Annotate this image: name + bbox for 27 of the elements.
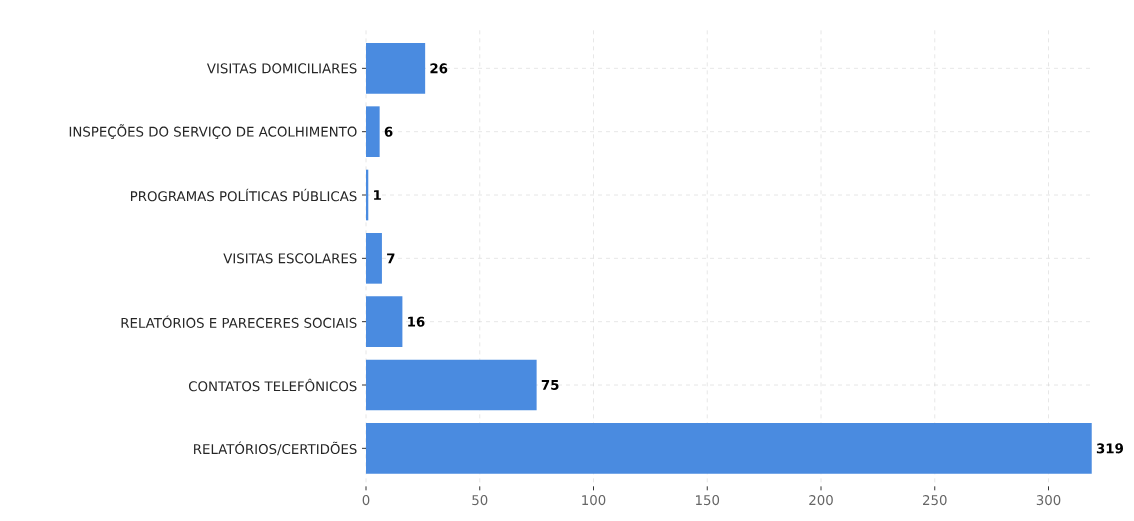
data-label: 16 <box>408 316 425 327</box>
y-tick-label: RELATÓRIOS/CERTIDÕES <box>194 441 357 456</box>
data-label: 75 <box>541 380 559 390</box>
x-tick-label: 200 <box>809 495 833 506</box>
data-label: 26 <box>430 63 448 74</box>
y-tick-label: VISITAS ESCOLARES <box>223 253 357 264</box>
data-label: 1 <box>374 190 381 200</box>
y-tick-label: INSPEÇÕES DO SERVIÇO DE ACOLHIMENTO <box>69 124 357 140</box>
data-label: 6 <box>384 126 393 137</box>
y-tick-label: RELATÓRIOS E PARECERES SOCIAIS <box>121 315 357 328</box>
bar <box>366 359 537 411</box>
y-tick-label: CONTATOS TELEFÔNICOS <box>188 378 357 392</box>
x-tick-label: 250 <box>923 495 947 506</box>
bar <box>366 296 403 347</box>
x-tick-label: 150 <box>695 495 720 506</box>
y-tick-label: PROGRAMAS POLÍTICAS PÚBLICAS <box>131 188 357 202</box>
bar <box>366 106 380 158</box>
bar <box>366 423 1092 474</box>
x-tick-label: 0 <box>362 495 370 506</box>
x-tick-label: 300 <box>1036 495 1061 506</box>
bar <box>366 233 382 284</box>
data-label: 319 <box>1096 443 1123 454</box>
bar <box>366 43 426 94</box>
x-tick-label: 50 <box>472 495 488 506</box>
data-label: 7 <box>387 253 395 264</box>
x-tick-label: 100 <box>582 495 606 506</box>
y-tick-label: VISITAS DOMICILIARES <box>206 63 357 74</box>
